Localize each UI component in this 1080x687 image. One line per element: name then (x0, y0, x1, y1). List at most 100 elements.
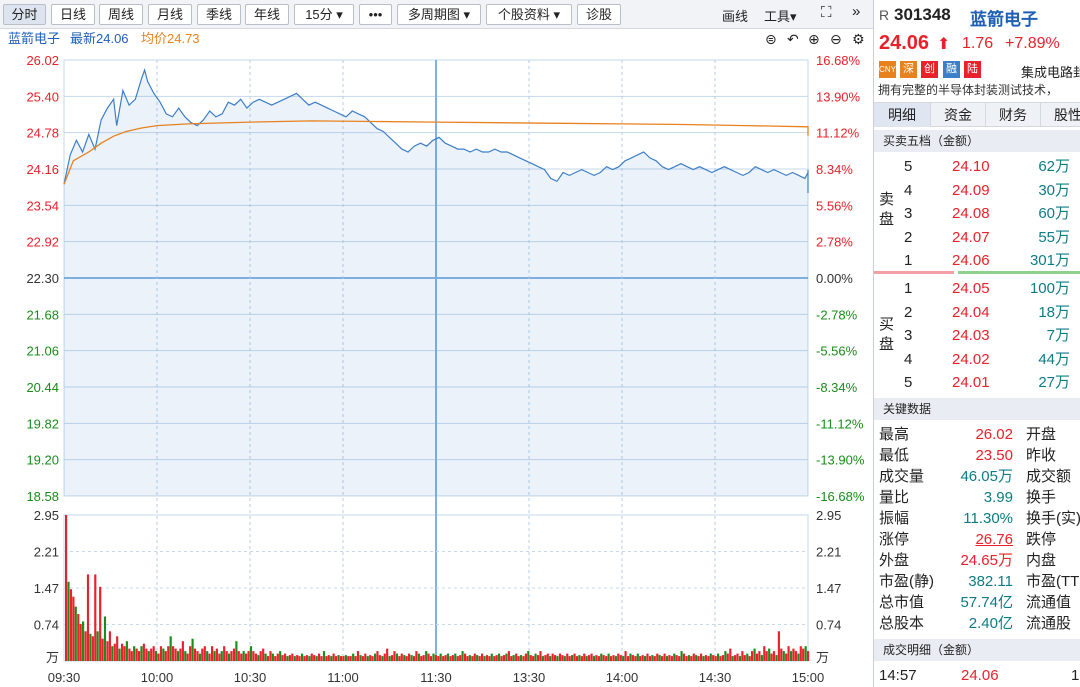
price-area-fill (64, 70, 808, 496)
tab-yearly[interactable]: 年线 (245, 4, 289, 25)
sell-price[interactable]: 24.09 (952, 181, 990, 199)
volume-bar (726, 653, 729, 661)
volume-bar (461, 651, 464, 661)
fullscreen-icon[interactable]: ⛶ (821, 4, 832, 21)
price-tick-right: 5.56% (816, 198, 853, 213)
tab-daily[interactable]: 日线 (51, 4, 95, 25)
zoom-out-icon[interactable]: ⊖ (830, 31, 842, 47)
tab-quarterly[interactable]: 季线 (197, 4, 241, 25)
trade-row: 14:57 24.06 17 (874, 665, 1080, 687)
tab-finance[interactable]: 财务 (985, 103, 1040, 127)
volume-bar (651, 655, 654, 661)
more-periods-button[interactable]: ••• (359, 4, 392, 25)
price-tick-right: 13.90% (816, 89, 861, 104)
volume-bar (130, 651, 133, 661)
volume-bar (184, 651, 187, 661)
keydata-label: 市盈(静) (879, 573, 934, 590)
volume-bar (768, 648, 771, 661)
intraday-chart[interactable]: 26.02 25.40 24.78 24.16 23.54 22.92 22.30 21.68… (0, 49, 873, 687)
zoom-in-icon[interactable]: ⊕ (808, 31, 820, 47)
volume-bar (369, 655, 372, 661)
volume-bar (125, 641, 128, 661)
volume-bar (680, 651, 683, 661)
volume-bar (145, 648, 148, 661)
volume-bar (288, 655, 291, 661)
volume-bar (99, 586, 102, 661)
volume-bar (665, 656, 669, 661)
volume-bar (517, 656, 520, 661)
volume-bar (242, 651, 245, 661)
volume-bar (807, 651, 810, 661)
buy-price[interactable]: 24.01 (952, 374, 990, 391)
price-tick-right: 16.68% (816, 53, 861, 68)
volume-bar (425, 651, 428, 661)
volume-bar (670, 656, 673, 661)
keydata-label-right: 市盈(TT (1026, 573, 1080, 590)
volume-bar (751, 651, 754, 661)
sell-price[interactable]: 24.08 (952, 205, 990, 222)
time-tick: 15:00 (792, 670, 825, 685)
volume-bar (687, 655, 690, 661)
sell-price[interactable]: 24.10 (952, 158, 990, 175)
volume-bar (541, 656, 544, 661)
keydata-value: 26.02 (975, 426, 1013, 443)
buy-price[interactable]: 24.04 (952, 303, 990, 321)
volume-tick-left: 0.74 (34, 618, 59, 633)
buy-level: 4 (904, 350, 913, 368)
concept-label[interactable]: 集成电路封 (1021, 65, 1080, 80)
buy-amount: 100万 (1029, 280, 1070, 297)
buy-price[interactable]: 24.02 (952, 350, 990, 368)
tab-stock-nature[interactable]: 股性 (1040, 103, 1080, 127)
volume-bar (456, 656, 459, 661)
volume-bar (279, 651, 282, 661)
volume-bar (101, 638, 104, 661)
volume-bar (510, 656, 513, 661)
settings-gear-icon[interactable]: ⚙ (852, 31, 865, 47)
tab-weekly[interactable]: 周线 (99, 4, 143, 25)
volume-bar (91, 636, 94, 661)
buy-price[interactable]: 24.03 (952, 327, 990, 344)
volume-bar (692, 653, 695, 661)
tab-detail[interactable]: 明细 (874, 103, 930, 127)
trade-amount: 17 (1071, 667, 1080, 684)
sell-price[interactable]: 24.07 (952, 228, 990, 246)
volume-bar (247, 651, 250, 661)
volume-bar (140, 646, 143, 661)
volume-bar (644, 656, 647, 661)
volume-bar (636, 653, 639, 661)
volume-bar (356, 651, 360, 661)
draw-line-button[interactable]: 画线 (722, 9, 749, 24)
volume-bar (775, 655, 778, 661)
overlay-icon[interactable]: ⊜ (765, 31, 777, 47)
tab-intraday[interactable]: 分时 (3, 4, 46, 25)
volume-bar (724, 651, 727, 661)
time-tick: 13:30 (513, 670, 546, 685)
volume-bar (731, 656, 734, 661)
volume-bar (208, 653, 211, 661)
company-desc: 拥有完整的半导体封装测试技术， (878, 83, 1059, 97)
stock-info-dropdown[interactable]: 个股资料 ▾ (486, 4, 572, 25)
period-15min-dropdown[interactable]: 15分 ▾ (294, 4, 354, 25)
undo-icon[interactable]: ↶ (787, 31, 799, 47)
time-tick: 14:30 (699, 670, 732, 685)
volume-bar (755, 653, 759, 661)
volume-bar (332, 653, 335, 661)
volume-unit-right: 万 (816, 650, 829, 665)
collapse-right-icon[interactable]: » (852, 3, 861, 20)
volume-bar (439, 653, 442, 661)
tab-monthly[interactable]: 月线 (148, 4, 192, 25)
diagnose-stock-button[interactable]: 诊股 (577, 4, 621, 25)
multi-period-dropdown[interactable]: 多周期图 ▾ (397, 4, 481, 25)
buy-price[interactable]: 24.05 (952, 280, 990, 297)
tab-funds[interactable]: 资金 (930, 103, 985, 127)
keydata-label-right: 开盘 (1026, 426, 1057, 443)
volume-bar (259, 651, 262, 661)
sell-price[interactable]: 24.06 (952, 252, 990, 269)
keydata-label: 量比 (879, 489, 910, 506)
volume-bar (600, 653, 603, 661)
volume-bar (442, 656, 445, 661)
volume-bar (532, 656, 535, 661)
sell-level: 3 (904, 205, 913, 222)
tools-dropdown[interactable]: 工具▾ (764, 9, 797, 24)
keydata-label: 最低 (879, 447, 910, 464)
